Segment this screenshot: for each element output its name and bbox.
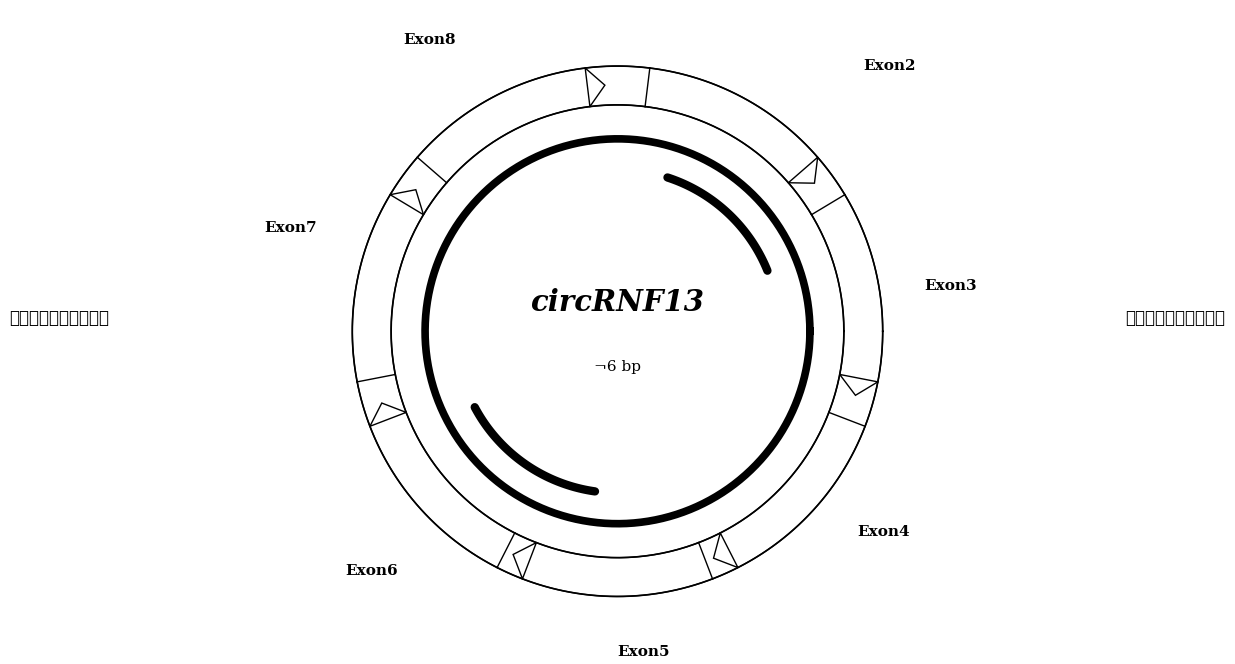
Polygon shape — [585, 68, 605, 106]
Text: Exon2: Exon2 — [863, 58, 916, 72]
Polygon shape — [714, 533, 737, 568]
Text: Exon8: Exon8 — [403, 33, 456, 46]
Polygon shape — [370, 403, 406, 426]
Polygon shape — [788, 157, 818, 183]
Polygon shape — [390, 190, 424, 214]
Text: circRNF13: circRNF13 — [531, 288, 704, 317]
Polygon shape — [840, 374, 878, 395]
Text: 第二次测序证实的序列: 第二次测序证实的序列 — [10, 309, 110, 327]
Polygon shape — [513, 542, 536, 579]
Text: Exon7: Exon7 — [264, 220, 316, 235]
Text: ¬6 bp: ¬6 bp — [594, 360, 641, 374]
Text: Exon6: Exon6 — [345, 564, 398, 578]
Text: Exon5: Exon5 — [618, 645, 669, 659]
Text: Exon3: Exon3 — [925, 279, 977, 293]
Text: Exon4: Exon4 — [857, 525, 909, 539]
Text: 第一次测序证实的序列: 第一次测序证实的序列 — [1125, 309, 1225, 327]
